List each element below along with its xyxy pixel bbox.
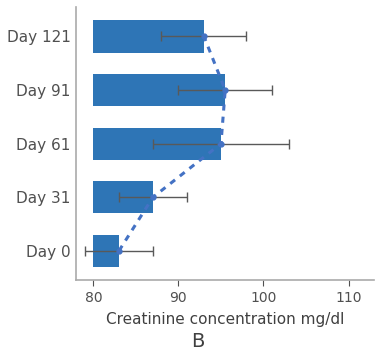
Bar — [93, 181, 153, 213]
Bar — [93, 127, 221, 160]
Bar — [93, 235, 119, 267]
Text: B: B — [191, 332, 205, 351]
X-axis label: Creatinine concentration mg/dl: Creatinine concentration mg/dl — [106, 312, 344, 327]
Bar — [93, 74, 225, 106]
Bar — [93, 20, 204, 53]
